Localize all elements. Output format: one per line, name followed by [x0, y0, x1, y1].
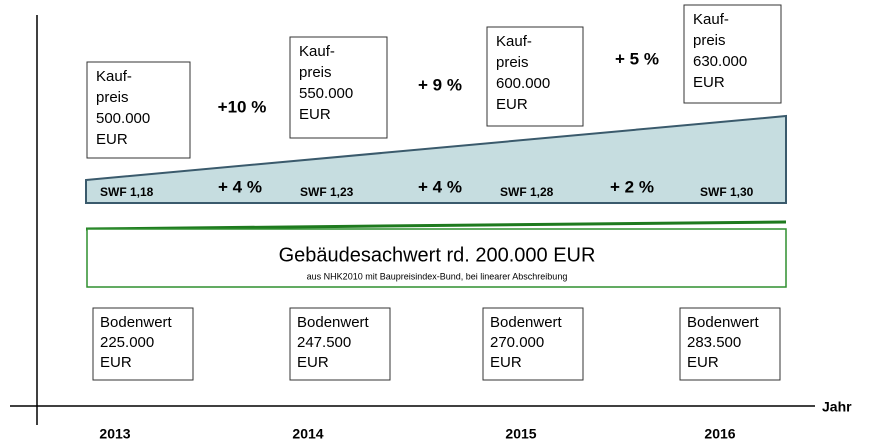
- year-label: 2013: [99, 426, 130, 442]
- kaufpreis-text: EUR: [96, 131, 128, 148]
- bodenwert-text: Bodenwert: [687, 314, 760, 331]
- bodenwert-box: [92, 307, 194, 381]
- kaufpreis-text: 500.000: [96, 110, 150, 127]
- bodenwert-text: 247.500: [297, 334, 351, 351]
- bodenwert-text: Bodenwert: [297, 314, 370, 331]
- swf-wedge: [85, 114, 787, 204]
- kaufpreis-text: EUR: [299, 106, 331, 123]
- swf-label: SWF 1,30: [700, 185, 754, 199]
- dynamic-layer: Kauf-preis 500.000 EUR Kauf-preis 550.000 EUR…: [86, 4, 782, 442]
- swf-change: + 2 %: [610, 177, 654, 196]
- kaufpreis-text: Kauf-: [496, 33, 532, 50]
- year-label: 2014: [292, 426, 323, 442]
- kaufpreis-box: [86, 61, 191, 159]
- kaufpreis-text: Kauf-: [299, 43, 335, 60]
- kaufpreis-text: EUR: [496, 96, 528, 113]
- kaufpreis-text: 600.000: [496, 75, 550, 92]
- bodenwert-text: 283.500: [687, 334, 741, 351]
- bodenwert-text: EUR: [490, 354, 522, 371]
- swf-label: SWF 1,18: [100, 185, 154, 199]
- kaufpreis-text: 630.000: [693, 53, 747, 70]
- swf-change: + 4 %: [218, 177, 262, 196]
- kaufpreis-change: +10 %: [218, 97, 267, 116]
- year-label: 2016: [704, 426, 735, 442]
- swf-label: SWF 1,23: [300, 185, 354, 199]
- green-line: [85, 220, 787, 231]
- kaufpreis-box: [289, 36, 388, 139]
- bodenwert-text: EUR: [100, 354, 132, 371]
- gebaeude-box: [86, 228, 787, 288]
- kaufpreis-box: [486, 26, 584, 127]
- bodenwert-text: EUR: [687, 354, 719, 371]
- axis-label: Jahr: [822, 399, 852, 415]
- swf-label: SWF 1,28: [500, 185, 554, 199]
- kaufpreis-change: + 9 %: [418, 75, 462, 94]
- kaufpreis-text: 550.000: [299, 85, 353, 102]
- kaufpreis-text: preis: [496, 54, 529, 71]
- bodenwert-text: Bodenwert: [490, 314, 563, 331]
- bodenwert-text: Bodenwert: [100, 314, 173, 331]
- bodenwert-text: 270.000: [490, 334, 544, 351]
- kaufpreis-change: + 5 %: [615, 49, 659, 68]
- kaufpreis-text: preis: [693, 32, 726, 49]
- swf-change: + 4 %: [418, 177, 462, 196]
- kaufpreis-text: EUR: [693, 74, 725, 91]
- bodenwert-box: [482, 307, 584, 381]
- kaufpreis-text: Kauf-: [96, 68, 132, 85]
- kaufpreis-text: preis: [299, 64, 332, 81]
- year-label: 2015: [505, 426, 536, 442]
- kaufpreis-box: [683, 4, 782, 104]
- bodenwert-text: 225.000: [100, 334, 154, 351]
- kaufpreis-text: Kauf-: [693, 11, 729, 28]
- bodenwert-box: [289, 307, 391, 381]
- gebaeude-title: Gebäudesachwert rd. 200.000 EUR: [279, 244, 596, 266]
- kaufpreis-text: preis: [96, 89, 129, 106]
- gebaeude-note: aus NHK2010 mit Baupreisindex-Bund, bei …: [307, 271, 568, 281]
- bodenwert-box: [679, 307, 781, 381]
- bodenwert-text: EUR: [297, 354, 329, 371]
